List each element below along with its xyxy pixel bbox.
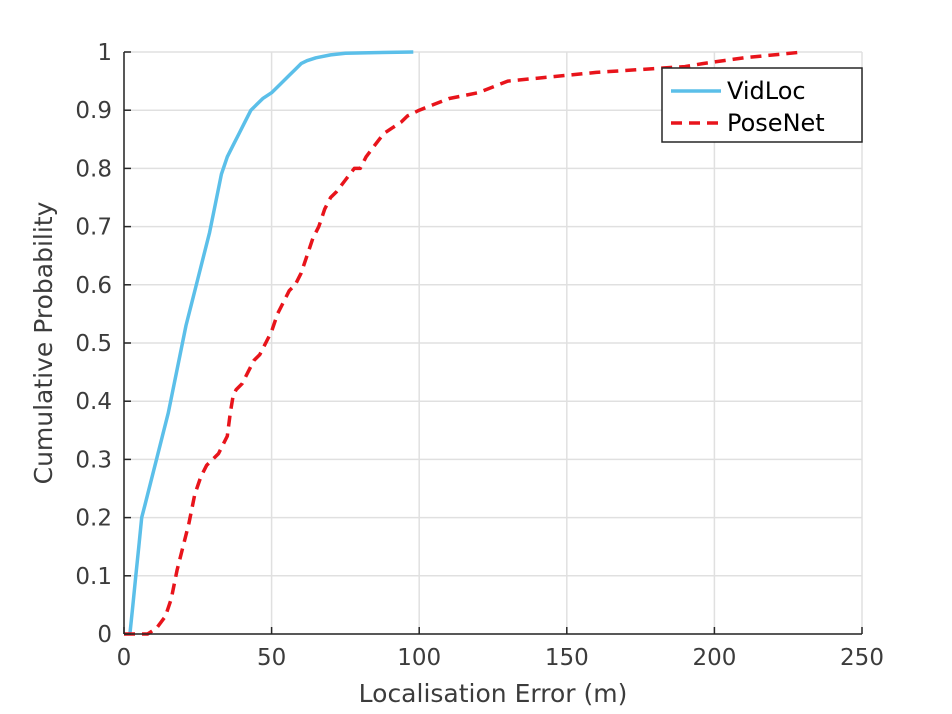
y-axis-label: Cumulative Probability [29,201,58,484]
x-axis-label: Localisation Error (m) [359,679,628,708]
x-tick-label: 250 [840,645,884,671]
y-tick-label: 0.9 [75,98,112,124]
series-lines [124,50,804,636]
y-tick-label: 1 [97,40,112,66]
y-tick-label: 0.5 [75,331,112,357]
legend-label-vidloc: VidLoc [727,77,806,105]
grid-lines [123,51,863,635]
y-tick-label: 0.2 [75,506,112,532]
y-tick-label: 0.8 [75,156,112,182]
legend: VidLoc PoseNet [661,67,863,143]
series-line-vidloc [128,50,414,635]
y-tick-label: 0.6 [75,273,112,299]
x-tick-label: 150 [545,645,589,671]
y-tick-label: 0.4 [75,389,112,415]
y-tick-label: 0.7 [75,215,112,241]
series-line-posenet [124,50,804,636]
tick-labels: 0 50 100 150 200 250 0 0.1 0.2 0.3 0.4 0.5 0.6 0.7 0.8… [75,40,884,671]
y-tick-label: 0 [97,622,112,648]
legend-box [661,67,863,143]
y-tick-label: 0.3 [75,447,112,473]
axes [123,51,863,635]
x-tick-label: 0 [117,645,132,671]
x-tick-label: 100 [397,645,441,671]
legend-label-posenet: PoseNet [727,109,825,137]
x-tick-label: 50 [257,645,286,671]
y-tick-label: 0.1 [75,564,112,590]
x-tick-label: 200 [692,645,736,671]
